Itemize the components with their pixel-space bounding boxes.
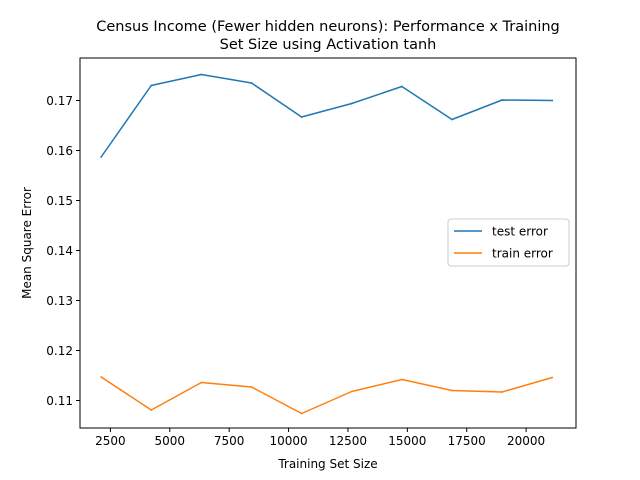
legend-label-test-error: test error: [492, 225, 548, 239]
y-tick-label: 0.15: [46, 194, 73, 208]
data-point-test-error: [501, 99, 504, 101]
y-tick-label: 0.16: [46, 144, 73, 158]
y-axis-label: Mean Square Error: [20, 187, 34, 299]
legend-label-train-error: train error: [492, 247, 553, 261]
x-tick-label: 5000: [155, 434, 186, 448]
y-tick-label: 0.14: [46, 244, 73, 258]
chart-title-line2: Set Size using Activation tanh: [220, 37, 437, 53]
x-tick-label: 2500: [95, 434, 126, 448]
x-tick-label: 17500: [448, 434, 486, 448]
legend: test error train error: [447, 218, 570, 267]
x-tick-label: 12500: [329, 434, 367, 448]
x-tick-label: 15000: [388, 434, 426, 448]
data-point-train-error: [501, 391, 504, 393]
x-tick-label: 7500: [214, 434, 245, 448]
data-point-train-error: [551, 376, 554, 379]
data-point-test-error: [100, 156, 103, 158]
data-point-train-error: [200, 381, 203, 384]
series-line-train-error: [100, 376, 553, 415]
y-tick-label: 0.12: [46, 344, 73, 358]
data-point-test-error: [300, 116, 303, 118]
data-point-train-error: [400, 378, 403, 381]
plot-frame: [79, 57, 577, 429]
data-point-test-error: [400, 85, 403, 88]
data-point-train-error: [250, 386, 253, 388]
series-line-test-error: [100, 73, 553, 158]
y-tick-label: 0.11: [46, 394, 73, 408]
data-point-train-error: [300, 412, 303, 415]
data-point-test-error: [250, 82, 253, 84]
data-point-train-error: [150, 409, 153, 411]
chart-title-line1: Census Income (Fewer hidden neurons): Pe…: [96, 19, 560, 35]
y-tick-label: 0.13: [46, 294, 73, 308]
data-point-train-error: [100, 376, 103, 378]
data-point-test-error: [350, 102, 353, 105]
x-axis-label: Training Set Size: [277, 457, 377, 471]
x-tick-label: 10000: [269, 434, 307, 448]
data-point-test-error: [200, 73, 203, 76]
data-point-test-error: [551, 99, 554, 102]
y-tick-label: 0.17: [46, 94, 73, 108]
data-point-test-error: [150, 84, 153, 87]
data-point-test-error: [451, 118, 453, 121]
x-tick-label: 20000: [507, 434, 545, 448]
data-point-train-error: [451, 389, 453, 392]
data-point-train-error: [350, 390, 353, 393]
